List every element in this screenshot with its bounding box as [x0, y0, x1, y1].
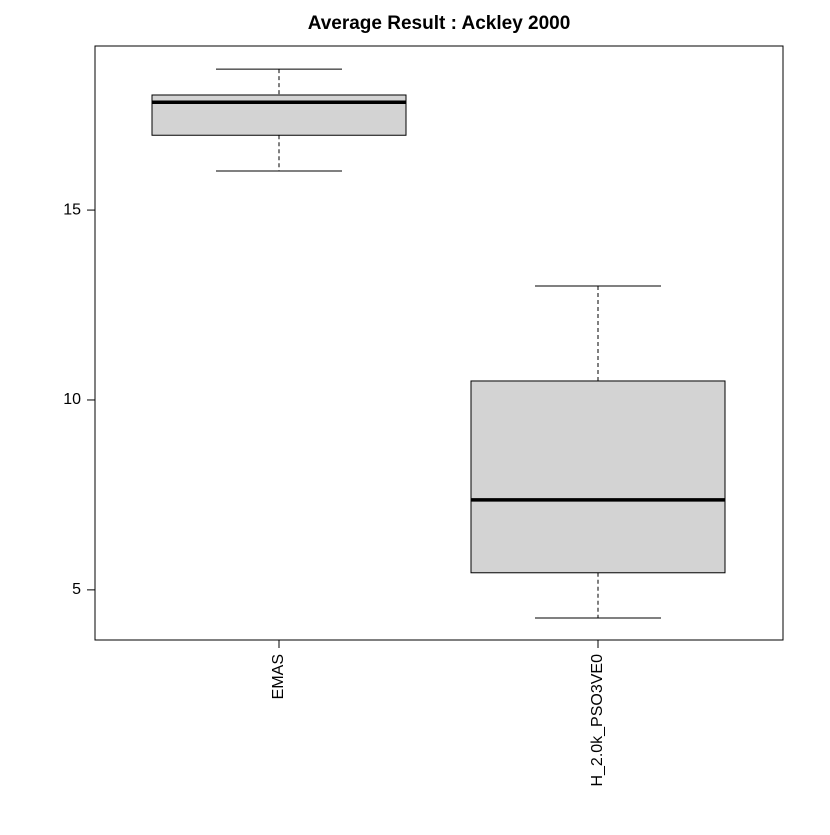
chart-title: Average Result : Ackley 2000 [308, 13, 571, 34]
y-tick-label: 15 [63, 201, 81, 218]
y-tick-label: 5 [72, 581, 81, 598]
x-tick-label: H_2.0k_PSO3VE0 [589, 654, 606, 787]
plot-frame [94, 45, 784, 641]
y-tick-label: 10 [63, 391, 81, 408]
box [470, 380, 726, 574]
x-tick-label: EMAS [270, 654, 287, 699]
